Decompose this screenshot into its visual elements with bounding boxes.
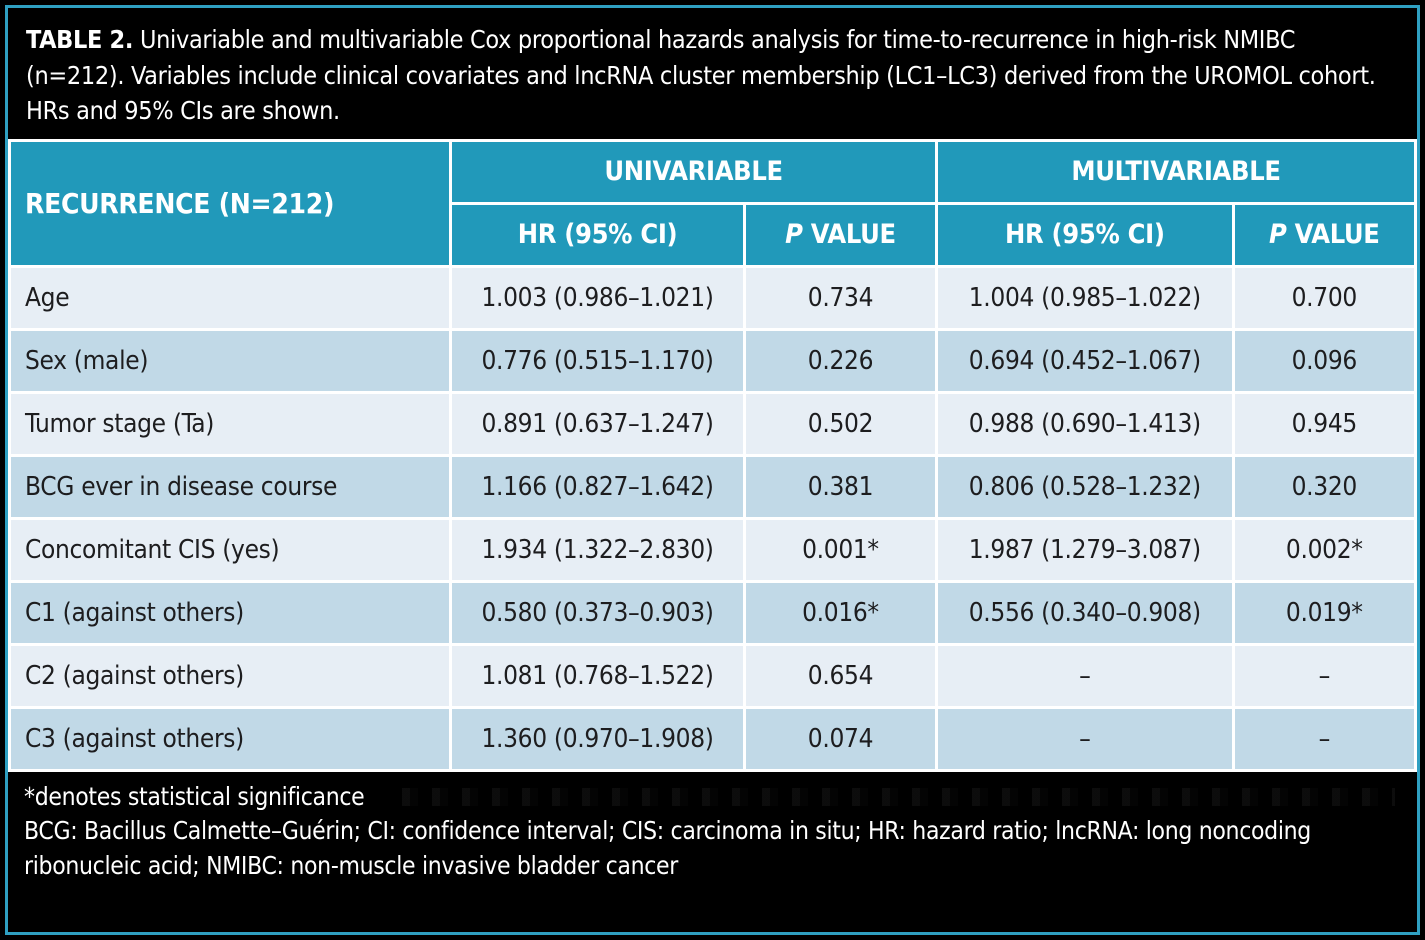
row-label: Tumor stage (Ta) <box>11 393 450 454</box>
cell-uni-p: 0.016* <box>745 582 936 643</box>
cell-uni-p: 0.654 <box>745 645 936 706</box>
cell-uni-p: 0.734 <box>745 267 936 328</box>
group-header-univariable: UNIVARIABLE <box>452 141 936 202</box>
cell-multi-p: 0.019* <box>1234 582 1414 643</box>
group-header-row: RECURRENCE (N=212) UNIVARIABLE MULTIVARI… <box>11 141 1414 265</box>
row-header-recurrence: RECURRENCE (N=212) <box>11 141 450 265</box>
p-rest: VALUE <box>1286 219 1380 250</box>
group-header-multivariable: MULTIVARIABLE <box>938 141 1414 202</box>
p-rest: VALUE <box>802 219 896 250</box>
table-caption-label: TABLE 2. <box>26 25 134 54</box>
row-label: C3 (against others) <box>11 708 450 769</box>
cell-multi-hr: 0.988 (0.690–1.413) <box>938 393 1232 454</box>
teal-frame: TABLE 2. Univariable and multivariable C… <box>5 5 1420 935</box>
significance-note-line: *denotes statistical significance <box>24 780 1401 815</box>
table-row: Concomitant CIS (yes) 1.934 (1.322–2.830… <box>11 519 1414 580</box>
table-row: C2 (against others) 1.081 (0.768–1.522) … <box>11 645 1414 706</box>
cell-multi-p: 0.096 <box>1234 330 1414 391</box>
ghost-text-artifact <box>388 787 1395 806</box>
row-label: C2 (against others) <box>11 645 450 706</box>
cell-uni-hr: 0.580 (0.373–0.903) <box>452 582 743 643</box>
table-row: Age 1.003 (0.986–1.021) 0.734 1.004 (0.9… <box>11 267 1414 328</box>
cell-multi-hr: 0.556 (0.340–0.908) <box>938 582 1232 643</box>
row-label: C1 (against others) <box>11 582 450 643</box>
table-row: BCG ever in disease course 1.166 (0.827–… <box>11 456 1414 517</box>
row-label: Age <box>11 267 450 328</box>
cell-multi-p: 0.945 <box>1234 393 1414 454</box>
cell-uni-hr: 1.934 (1.322–2.830) <box>452 519 743 580</box>
cell-multi-hr: – <box>938 708 1232 769</box>
cell-uni-hr: 1.003 (0.986–1.021) <box>452 267 743 328</box>
cell-multi-hr: 0.694 (0.452–1.067) <box>938 330 1232 391</box>
table-row: Tumor stage (Ta) 0.891 (0.637–1.247) 0.5… <box>11 393 1414 454</box>
table-row: Sex (male) 0.776 (0.515–1.170) 0.226 0.6… <box>11 330 1414 391</box>
cell-uni-p: 0.226 <box>745 330 936 391</box>
cell-uni-hr: 1.166 (0.827–1.642) <box>452 456 743 517</box>
cell-uni-hr: 0.776 (0.515–1.170) <box>452 330 743 391</box>
cell-uni-p: 0.502 <box>745 393 936 454</box>
p-italic: P <box>785 219 803 250</box>
cell-uni-p: 0.074 <box>745 708 936 769</box>
table-row: C1 (against others) 0.580 (0.373–0.903) … <box>11 582 1414 643</box>
cell-uni-p: 0.001* <box>745 519 936 580</box>
table-row: C3 (against others) 1.360 (0.970–1.908) … <box>11 708 1414 769</box>
cell-multi-p: – <box>1234 645 1414 706</box>
col-header-multi-hr: HR (95% CI) <box>938 204 1232 265</box>
cell-multi-hr: 1.987 (1.279–3.087) <box>938 519 1232 580</box>
table-footnotes: *denotes statistical significance BCG: B… <box>8 771 1417 932</box>
sub-header-row: HR (95% CI) P VALUE HR (95% CI) P VALUE <box>11 204 1414 265</box>
cell-multi-p: 0.700 <box>1234 267 1414 328</box>
row-label: Sex (male) <box>11 330 450 391</box>
table-caption: TABLE 2. Univariable and multivariable C… <box>8 8 1417 139</box>
p-italic: P <box>1268 219 1287 250</box>
table-caption-text: Univariable and multivariable Cox propor… <box>26 25 1376 125</box>
hazards-table-wrapper: RECURRENCE (N=212) UNIVARIABLE MULTIVARI… <box>8 138 1417 772</box>
cell-uni-hr: 1.360 (0.970–1.908) <box>452 708 743 769</box>
cell-multi-hr: 0.806 (0.528–1.232) <box>938 456 1232 517</box>
row-label: Concomitant CIS (yes) <box>11 519 450 580</box>
col-header-uni-p: P VALUE <box>745 204 936 265</box>
cell-multi-p: 0.320 <box>1234 456 1414 517</box>
abbreviations-note: BCG: Bacillus Calmette–Guérin; CI: confi… <box>24 816 1311 881</box>
cell-uni-hr: 0.891 (0.637–1.247) <box>452 393 743 454</box>
cell-uni-p: 0.381 <box>745 456 936 517</box>
hazards-table: RECURRENCE (N=212) UNIVARIABLE MULTIVARI… <box>8 138 1417 772</box>
cell-multi-hr: 1.004 (0.985–1.022) <box>938 267 1232 328</box>
col-header-multi-p: P VALUE <box>1234 204 1414 265</box>
cell-uni-hr: 1.081 (0.768–1.522) <box>452 645 743 706</box>
cell-multi-hr: – <box>938 645 1232 706</box>
cell-multi-p: 0.002* <box>1234 519 1414 580</box>
row-label: BCG ever in disease course <box>11 456 450 517</box>
cell-multi-p: – <box>1234 708 1414 769</box>
col-header-uni-hr: HR (95% CI) <box>452 204 743 265</box>
significance-note: *denotes statistical significance <box>24 781 365 811</box>
